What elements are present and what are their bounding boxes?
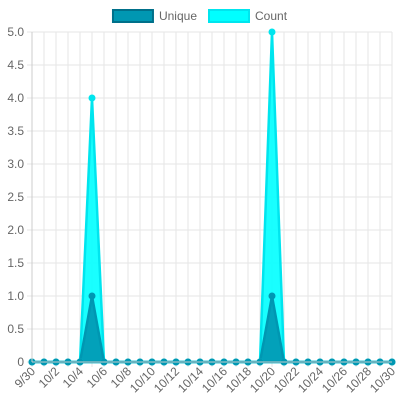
x-tick-label: 10/18 <box>223 364 254 395</box>
axes: 00.51.01.52.02.53.03.54.04.55.09/3010/21… <box>7 25 398 395</box>
legend-swatch <box>208 9 250 23</box>
x-tick-label: 10/24 <box>295 364 326 395</box>
y-tick-label: 5.0 <box>7 25 24 39</box>
y-tick-label: 4.5 <box>7 58 24 72</box>
legend-label: Count <box>255 9 288 23</box>
y-tick-label: 0.5 <box>7 322 24 336</box>
y-tick-label: 2.0 <box>7 223 24 237</box>
x-tick-label: 10/22 <box>271 364 302 395</box>
x-tick-label: 10/12 <box>151 364 182 395</box>
y-tick-label: 1.5 <box>7 256 24 270</box>
legend-label: Unique <box>159 9 197 23</box>
y-tick-label: 3.0 <box>7 157 24 171</box>
x-tick-label: 10/6 <box>84 364 111 391</box>
data-point-unique[interactable] <box>268 292 276 300</box>
data-point-count[interactable] <box>268 28 276 36</box>
x-tick-label: 10/16 <box>199 364 230 395</box>
legend-item-unique[interactable]: Unique <box>111 9 197 23</box>
x-tick-label: 10/10 <box>127 364 158 395</box>
legend-item-count[interactable]: Count <box>208 9 288 23</box>
y-tick-label: 1.0 <box>7 289 24 303</box>
legend[interactable]: Unique Count <box>111 9 288 23</box>
x-tick-label: 10/4 <box>60 364 87 391</box>
legend-swatch <box>111 9 154 23</box>
x-tick-label: 10/28 <box>343 364 374 395</box>
data-point-count[interactable] <box>88 94 96 102</box>
y-tick-label: 4.0 <box>7 91 24 105</box>
x-tick-label: 10/14 <box>175 364 206 395</box>
y-tick-label: 0 <box>17 355 24 369</box>
y-tick-label: 2.5 <box>7 190 24 204</box>
grid <box>27 31 393 367</box>
x-tick-label: 10/2 <box>36 364 63 391</box>
data-point-unique[interactable] <box>88 292 96 300</box>
x-tick-label: 10/30 <box>367 364 398 395</box>
x-tick-label: 10/20 <box>247 364 278 395</box>
x-tick-label: 10/26 <box>319 364 350 395</box>
y-tick-label: 3.5 <box>7 124 24 138</box>
x-tick-label: 9/30 <box>12 364 39 391</box>
